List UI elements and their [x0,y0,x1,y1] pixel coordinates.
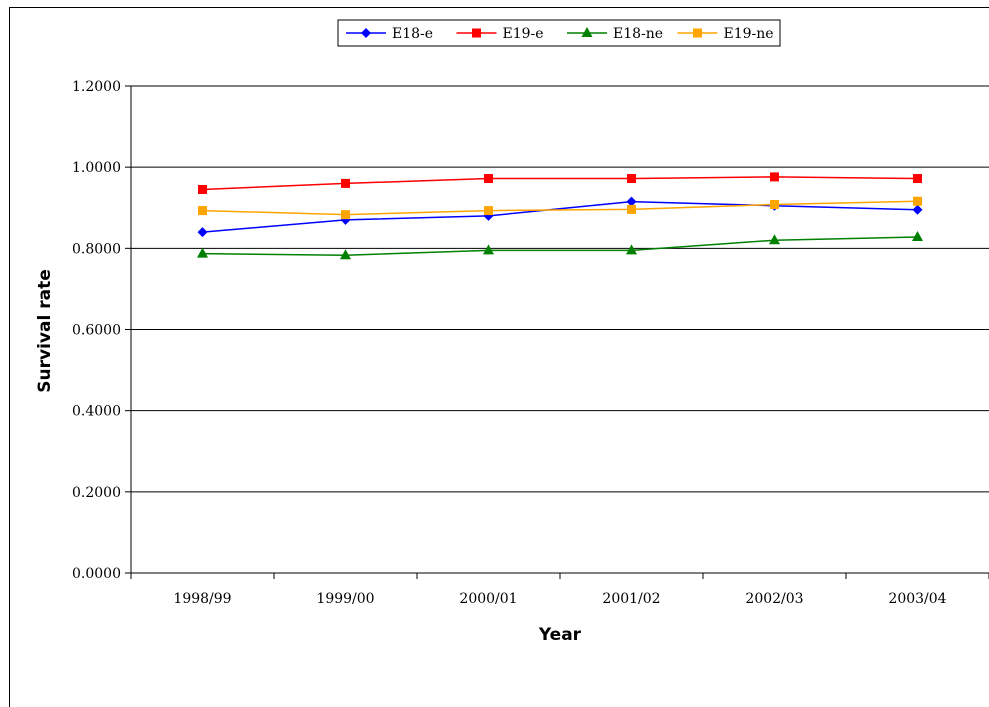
y-tick-label: 0.2000 [72,485,121,501]
chart-frame [9,7,989,707]
data-point [627,174,636,184]
data-point [693,28,702,38]
x-tick-label: 2003/04 [888,591,946,607]
series-E19-e [198,172,922,194]
data-point [912,230,923,241]
series-E19-ne [198,196,922,220]
data-point [483,244,494,255]
data-point [484,206,493,216]
data-point [361,28,371,38]
legend-box [337,19,781,47]
data-point [912,204,923,215]
series-line [202,236,918,256]
series-line [202,200,918,233]
series-layer [197,172,923,260]
data-point [197,247,208,258]
data-point [197,227,208,238]
gridlines [131,85,989,493]
data-point [198,184,207,194]
x-tick-label: 2002/03 [745,591,803,607]
legend: E18-e E19-e E18-ne E19-ne [337,19,781,47]
series-line [202,176,918,191]
data-point [341,178,350,188]
legend-label: E19-ne [724,26,774,42]
data-point [913,174,922,184]
y-axis-title: Survival rate [35,269,55,392]
data-point [626,244,637,255]
data-point [340,249,351,260]
data-point [627,204,636,214]
data-point [341,210,350,220]
x-tick-label: 1999/00 [316,591,374,607]
x-tick-label: 1998/99 [173,591,231,607]
line-chart: 0.0000 0.2000 0.4000 0.6000 0.8000 1.0000 1.20… [35,19,989,645]
legend-label: E19-e [503,26,544,42]
y-tick-label: 0.4000 [72,404,121,420]
legend-label: E18-e [392,26,433,42]
x-tick-label: 2001/02 [602,591,660,607]
data-point [770,200,779,210]
y-tick-label: 0.6000 [72,323,121,339]
data-point [769,234,780,245]
x-tick-label: 2000/01 [459,591,517,607]
series-E18-ne [197,230,923,260]
series-E18-e [197,196,923,238]
y-tick-label: 0.8000 [72,241,121,257]
data-point [581,27,593,37]
series-line [202,200,918,216]
data-point [472,28,481,38]
y-tick-label: 1.0000 [72,160,121,176]
legend-label: E18-ne [613,26,663,42]
y-tick-label: 1.2000 [72,79,121,95]
data-point [770,172,779,182]
y-tick-label: 0.0000 [72,566,121,582]
axes: 0.0000 0.2000 0.4000 0.6000 0.8000 1.0000 1.20… [72,79,989,607]
data-point [198,206,207,216]
data-point [484,174,493,184]
data-point [913,196,922,206]
x-axis-title: Year [538,625,582,645]
data-point [626,196,637,207]
